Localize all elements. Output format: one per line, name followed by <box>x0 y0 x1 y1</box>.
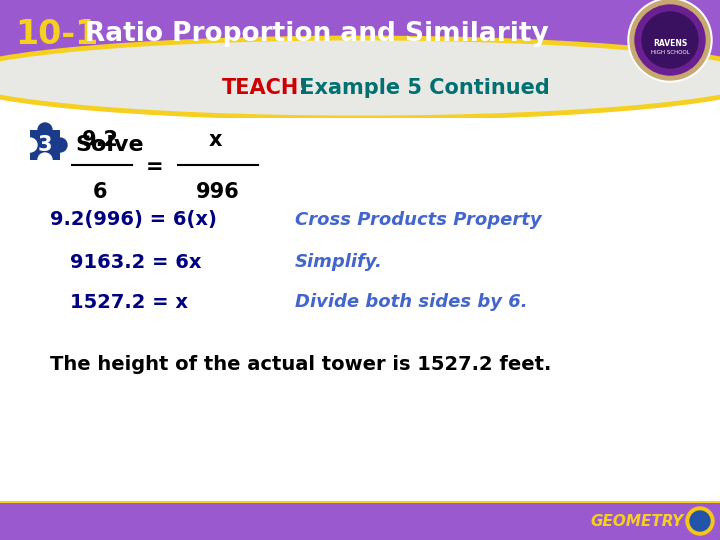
Text: HIGH SCHOOL: HIGH SCHOOL <box>651 50 689 55</box>
Text: 3: 3 <box>37 135 53 155</box>
Text: Cross Products Property: Cross Products Property <box>295 211 541 229</box>
Text: Divide both sides by 6.: Divide both sides by 6. <box>295 293 528 311</box>
Bar <box>0 0 720 68</box>
Circle shape <box>630 0 710 80</box>
Text: GEOMETRY: GEOMETRY <box>590 514 683 529</box>
Circle shape <box>642 12 698 68</box>
Bar <box>0 502 720 540</box>
Ellipse shape <box>0 38 720 118</box>
Text: Solve: Solve <box>75 135 143 155</box>
Text: Simplify.: Simplify. <box>295 253 383 271</box>
Bar <box>30 130 60 160</box>
Circle shape <box>38 153 52 167</box>
Circle shape <box>635 5 705 75</box>
Text: 6: 6 <box>93 182 107 202</box>
Circle shape <box>38 123 52 137</box>
Text: The height of the actual tower is 1527.2 feet.: The height of the actual tower is 1527.2… <box>50 355 552 375</box>
Circle shape <box>53 138 67 152</box>
Text: x: x <box>208 130 222 150</box>
Text: Ratio Proportion and Similarity: Ratio Proportion and Similarity <box>85 21 549 47</box>
Text: 10-1: 10-1 <box>15 17 98 51</box>
Circle shape <box>690 511 710 531</box>
Text: TEACH!: TEACH! <box>222 78 309 98</box>
Text: 9.2: 9.2 <box>81 130 119 150</box>
Bar <box>0 118 720 540</box>
Circle shape <box>628 0 712 82</box>
Circle shape <box>686 507 714 535</box>
Text: =: = <box>146 157 164 177</box>
Text: 9.2(996) = 6(x): 9.2(996) = 6(x) <box>50 211 217 229</box>
Circle shape <box>23 138 37 152</box>
Text: 1527.2 = x: 1527.2 = x <box>70 293 188 312</box>
Text: 996: 996 <box>196 182 240 202</box>
Text: RAVENS: RAVENS <box>653 39 687 49</box>
Text: Example 5 Continued: Example 5 Continued <box>293 78 550 98</box>
Text: 9163.2 = 6x: 9163.2 = 6x <box>70 253 202 272</box>
